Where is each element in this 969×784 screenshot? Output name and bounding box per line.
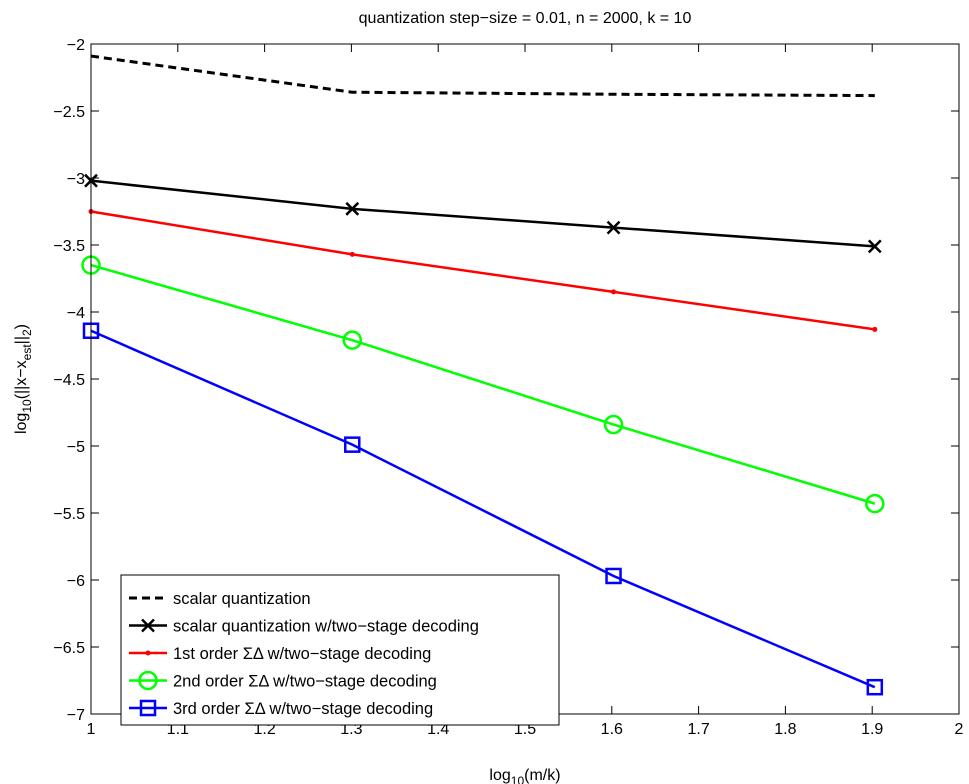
y-tick-label: −5.5: [53, 506, 85, 523]
series-2-point-stroke: [867, 239, 882, 254]
series-5: [82, 322, 884, 696]
legend-entry: scalar quantization w/two−stage decoding: [129, 618, 479, 636]
series-4-point: [865, 493, 885, 514]
series-5-point: [866, 678, 884, 696]
series-5-line: [90, 329, 876, 689]
y-tick-label: −7: [67, 707, 85, 724]
chart-title: quantization step−size = 0.01, n = 2000,…: [359, 10, 692, 27]
series-1-line: [90, 54, 875, 98]
series-2-point: [867, 239, 882, 254]
y-axis-label: log10(||x−xest||2): [13, 324, 34, 434]
y-tick-label: −3: [67, 171, 85, 188]
y-tick-label: −2.5: [53, 104, 85, 121]
legend-label: scalar quantization w/two−stage decoding: [173, 618, 479, 636]
legend: scalar quantization scalar quantization w…: [120, 574, 560, 726]
legend-label: scalar quantization: [173, 590, 311, 608]
y-tick-label: −4: [67, 305, 85, 322]
x-tick-label: 1.9: [861, 721, 883, 738]
x-tick-label: 2: [955, 721, 964, 738]
series-5-point: [344, 436, 361, 453]
legend-label: 2nd order ΣΔ w/two−stage decoding: [173, 673, 437, 691]
series-2-point: [606, 220, 621, 235]
legend-entry: 1st order ΣΔ w/two−stage decoding: [129, 645, 431, 663]
series-3-point: [349, 251, 355, 257]
x-tick-label: 1.7: [687, 721, 709, 738]
series-4: [81, 255, 885, 514]
y-tick-label: −2: [67, 37, 85, 54]
series-4-point: [342, 330, 363, 350]
x-tick-label: 1.6: [601, 721, 623, 738]
y-tick-label: −6.5: [53, 640, 85, 657]
series-3-point: [611, 289, 617, 295]
y-tick-label: −6: [67, 573, 85, 590]
legend-marker: [139, 699, 157, 717]
x-axis-label: log10(m/k): [489, 767, 560, 784]
series-2-point: [345, 201, 360, 216]
legend-entry: scalar quantization: [129, 590, 311, 608]
series-2-line: [90, 179, 875, 248]
series-5-point: [605, 567, 622, 585]
y-tick-label: −5: [67, 439, 85, 456]
legend-marker-stroke: [141, 618, 155, 633]
series-2-point-stroke: [345, 201, 360, 216]
series-3-point: [872, 326, 878, 332]
y-tick-label: −4.5: [53, 372, 85, 389]
series-4-point: [603, 414, 624, 435]
legend-entry: 2nd order ΣΔ w/two−stage decoding: [129, 670, 437, 691]
y-tick-label: −3.5: [53, 238, 85, 255]
legend-label: 3rd order ΣΔ w/two−stage decoding: [173, 700, 433, 718]
series-2-point-stroke: [606, 220, 621, 235]
legend-label: 1st order ΣΔ w/two−stage decoding: [173, 645, 431, 663]
legend-box: [120, 574, 560, 726]
legend-entry: 3rd order ΣΔ w/two−stage decoding: [129, 699, 433, 718]
series-3-line: [90, 210, 875, 331]
legend-marker: [138, 670, 158, 691]
series-4-line: [90, 263, 876, 505]
legend-marker: [141, 618, 155, 633]
series-1: [90, 54, 875, 98]
series-layer: [81, 54, 885, 696]
x-tick-label: 1.8: [774, 721, 796, 738]
legend-marker: [145, 650, 151, 656]
x-tick-label: 1: [87, 721, 96, 738]
series-3: [88, 209, 878, 332]
